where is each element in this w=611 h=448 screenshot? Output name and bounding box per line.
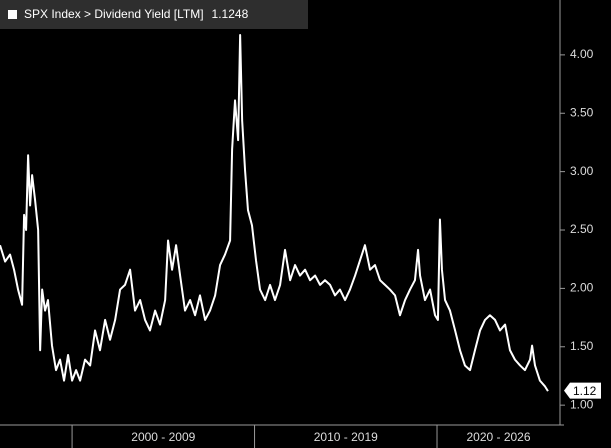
y-tick-label: 2.00: [570, 281, 594, 295]
legend-swatch: [8, 10, 17, 19]
x-period-label: 2020 - 2026: [466, 430, 530, 444]
line-series: [0, 34, 549, 392]
y-tick-label: 1.00: [570, 397, 594, 411]
last-value-tag: [564, 382, 601, 399]
y-tick-label: 1.50: [570, 339, 594, 353]
legend-label: SPX Index > Dividend Yield [LTM]: [24, 7, 204, 21]
legend-box: [0, 0, 308, 29]
x-period-label: 2000 - 2009: [131, 430, 195, 444]
legend-value: 1.1248: [212, 7, 249, 21]
y-tick-label: 3.00: [570, 164, 594, 178]
x-period-label: 2010 - 2019: [314, 430, 378, 444]
y-tick-label: 2.50: [570, 222, 594, 236]
last-value-label: 1.12: [573, 384, 597, 398]
y-tick-label: 4.00: [570, 47, 594, 61]
y-tick-label: 3.50: [570, 105, 594, 119]
